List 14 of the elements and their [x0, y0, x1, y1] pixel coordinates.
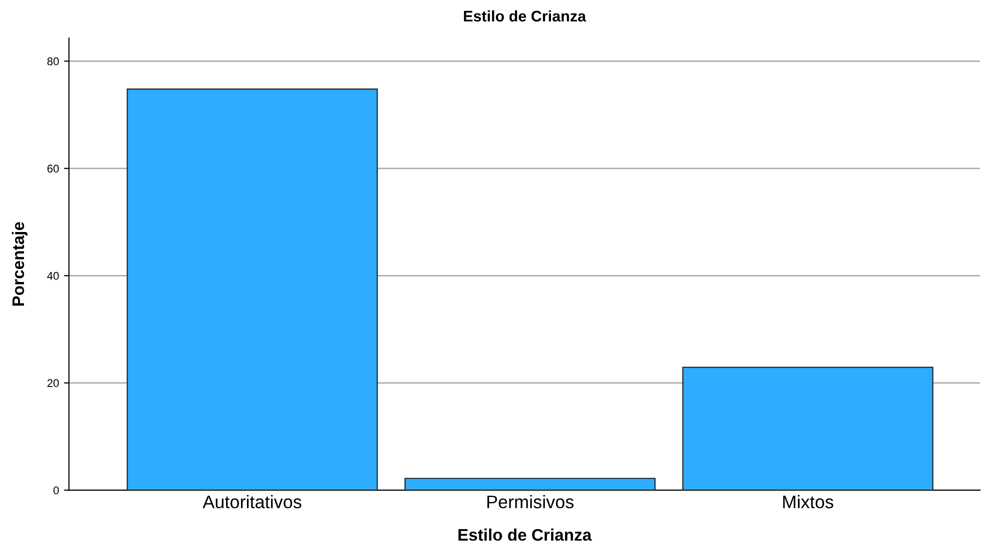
y-axis-title: Porcentaje: [12, 222, 28, 306]
x-tick-label: Autoritativos: [202, 495, 302, 508]
bar: [126, 88, 378, 490]
y-tick-label: 0: [53, 486, 59, 494]
y-tick-label: 20: [47, 379, 59, 388]
bar: [682, 366, 934, 490]
bar: [404, 478, 656, 490]
y-tick-label: 80: [47, 57, 59, 66]
chart-title: Estilo de Crianza: [464, 10, 586, 22]
x-tick-label: Permisivos: [487, 495, 574, 508]
y-tick-label: 40: [47, 272, 59, 280]
y-tick-label: 60: [47, 164, 59, 173]
x-tick-label: Mixtos: [783, 495, 834, 508]
x-axis-title: Estilo de Crianza: [458, 528, 592, 541]
